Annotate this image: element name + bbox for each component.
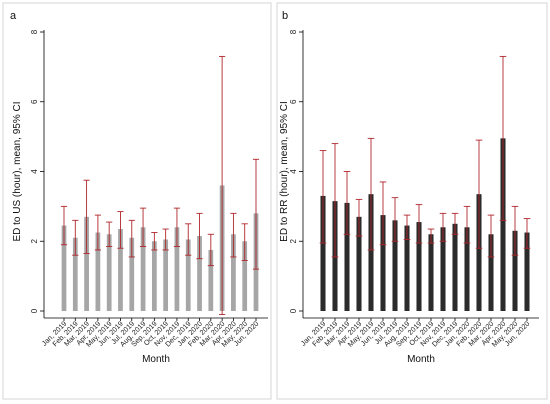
bar xyxy=(380,215,386,311)
y-tick-label: 8 xyxy=(30,29,39,34)
bar xyxy=(320,195,326,311)
bar xyxy=(151,241,157,311)
y-tick-label: 8 xyxy=(289,29,298,34)
bar xyxy=(512,230,518,311)
y-tick-label: 2 xyxy=(289,238,298,243)
bar xyxy=(488,234,494,311)
x-axis-title: Month xyxy=(142,354,170,365)
bar xyxy=(140,227,146,311)
bar xyxy=(197,236,202,311)
bar xyxy=(208,249,214,311)
bar xyxy=(500,138,506,311)
bar xyxy=(174,227,180,311)
bar xyxy=(72,237,78,311)
bar xyxy=(129,237,135,311)
panel-letter: a xyxy=(10,10,17,22)
y-axis-title: ED to US (hour), mean, 95% CI xyxy=(12,101,23,241)
bar xyxy=(368,194,374,311)
y-tick-label: 4 xyxy=(30,169,39,174)
bar xyxy=(524,232,530,311)
y-tick-label: 4 xyxy=(289,169,298,174)
y-tick-label: 0 xyxy=(289,308,298,313)
bar xyxy=(84,216,89,311)
bar xyxy=(356,216,362,311)
y-axis-title: ED to RR (hour), mean, 95% CI xyxy=(279,101,290,242)
y-tick-label: 0 xyxy=(30,308,39,313)
bar xyxy=(231,234,236,311)
bar xyxy=(476,194,482,311)
bar xyxy=(428,234,434,311)
bar xyxy=(118,229,123,311)
bar xyxy=(106,234,112,311)
bar xyxy=(452,223,458,311)
bar xyxy=(163,239,169,311)
bar xyxy=(185,239,191,311)
bar xyxy=(392,220,398,311)
y-tick-label: 2 xyxy=(30,238,39,243)
bar xyxy=(416,222,422,311)
bar xyxy=(61,225,67,311)
bar xyxy=(344,202,350,311)
bar xyxy=(404,225,410,311)
bar xyxy=(95,232,101,311)
y-tick-label: 6 xyxy=(30,99,39,104)
bar xyxy=(242,241,248,311)
bar xyxy=(464,227,470,311)
x-axis-title: Month xyxy=(407,354,435,365)
panel-letter: b xyxy=(282,10,288,22)
y-tick-label: 6 xyxy=(289,99,298,104)
bar xyxy=(440,227,446,311)
